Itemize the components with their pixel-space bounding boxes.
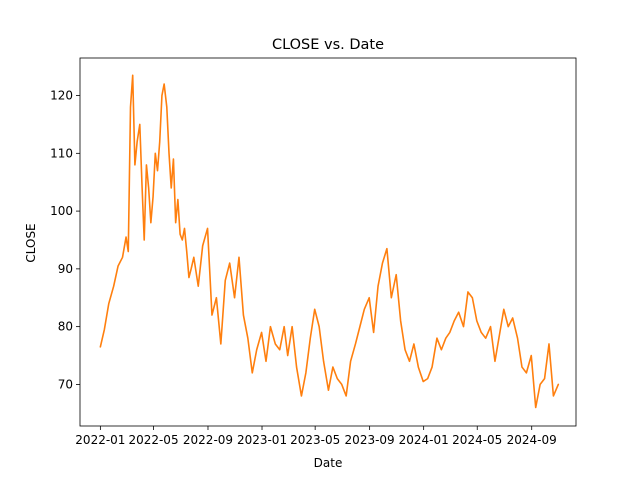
x-tick-label: 2022-01	[75, 433, 125, 447]
x-tick-label: 2023-01	[237, 433, 287, 447]
y-tick-label: 90	[58, 262, 73, 276]
y-tick-label: 100	[50, 204, 73, 218]
x-tick-label: 2024-01	[399, 433, 449, 447]
series-line	[99, 74, 560, 409]
x-tick-label: 2023-05	[290, 433, 340, 447]
plot-frame	[79, 57, 577, 427]
x-tick-label: 2023-09	[345, 433, 395, 447]
x-tick-label: 2022-09	[183, 433, 233, 447]
y-axis: 70 80 90 100 110 120	[50, 89, 80, 391]
y-tick-label: 120	[50, 89, 73, 103]
y-axis-title: CLOSE	[24, 223, 38, 262]
x-tick-label: 2022-05	[128, 433, 178, 447]
x-tick-label: 2024-05	[452, 433, 502, 447]
plot-area	[79, 57, 577, 427]
y-tick-label: 110	[50, 146, 73, 160]
x-tick-label: 2024-09	[507, 433, 557, 447]
chart-title: CLOSE vs. Date	[272, 37, 384, 53]
y-tick-label: 70	[58, 377, 73, 391]
x-axis-title: Date	[314, 456, 343, 470]
y-tick-label: 80	[58, 320, 73, 334]
x-axis: 2022-01 2022-05 2022-09 2023-01 2023-05 2023-…	[75, 426, 557, 447]
